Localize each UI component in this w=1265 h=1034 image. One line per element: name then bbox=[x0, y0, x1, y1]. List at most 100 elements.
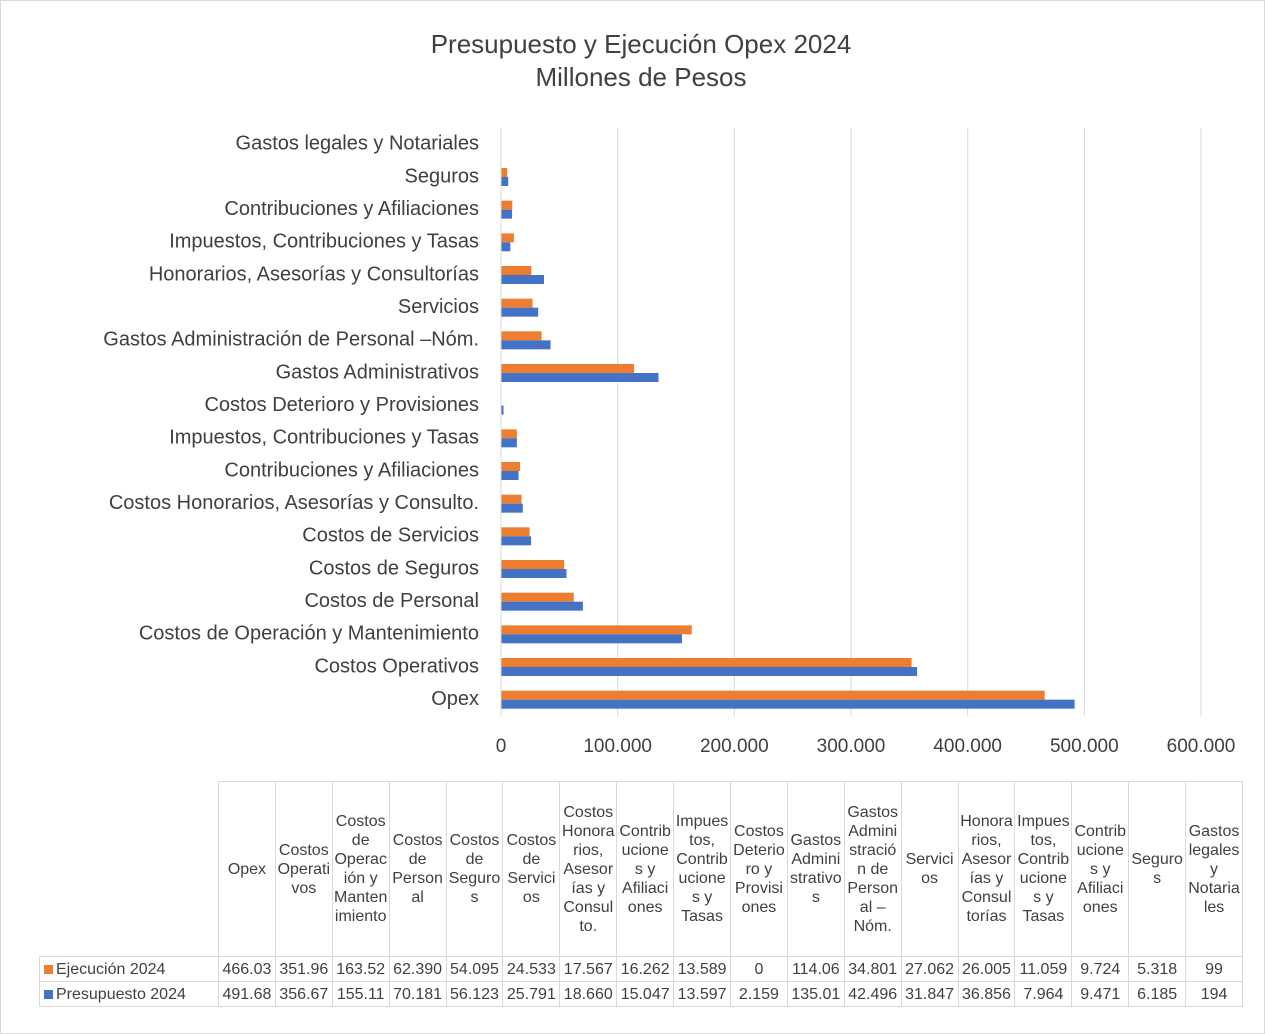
legend-key bbox=[44, 989, 53, 999]
table-value: 54.095 bbox=[445, 956, 504, 982]
bar bbox=[501, 658, 912, 667]
bar bbox=[501, 634, 682, 644]
chart-title: Presupuesto y Ejecución Opex 2024 bbox=[431, 29, 852, 59]
y-tick-label: Costos Deterioro y Provisiones bbox=[204, 394, 479, 416]
bar bbox=[501, 494, 522, 504]
table-header: Costos Operativos bbox=[274, 781, 333, 957]
table-value: 13.597 bbox=[673, 981, 731, 1007]
table-value: 11.059 bbox=[1014, 956, 1073, 982]
bar bbox=[501, 331, 542, 341]
table-header: Impuestos, Contribuciones y Tasas bbox=[1014, 781, 1073, 957]
bar bbox=[501, 699, 1075, 709]
y-tick-label: Costos de Servicios bbox=[302, 525, 479, 547]
table-value: 194 bbox=[1185, 981, 1243, 1007]
bar bbox=[501, 429, 517, 439]
y-tick-label: Servicios bbox=[398, 296, 479, 318]
y-tick-label: Honorarios, Asesorías y Consultorías bbox=[149, 263, 479, 285]
table-header: Honorarios, Asesorías y Consultorías bbox=[957, 781, 1016, 957]
table-header: Costos Deterioro y Provisiones bbox=[730, 781, 788, 957]
table-value: 27.062 bbox=[900, 956, 959, 982]
legend-label: Ejecución 2024 bbox=[56, 960, 166, 978]
bar bbox=[501, 405, 504, 415]
table-value: 26.005 bbox=[957, 956, 1016, 982]
table-header: Costos de Servicios bbox=[502, 781, 561, 957]
y-tick-label: Costos de Seguros bbox=[309, 557, 479, 579]
table-value: 16.262 bbox=[616, 956, 675, 982]
table-value: 56.123 bbox=[445, 981, 504, 1007]
bar bbox=[501, 200, 513, 210]
y-tick-label: Costos Operativos bbox=[314, 655, 479, 677]
y-tick-label: Seguros bbox=[405, 165, 480, 187]
y-tick-label: Contribuciones y Afiliaciones bbox=[224, 198, 479, 220]
y-tick-label: Costos de Operación y Mantenimiento bbox=[139, 623, 479, 645]
table-value: 351.96 bbox=[274, 956, 333, 982]
bar bbox=[501, 536, 532, 546]
bar bbox=[501, 168, 508, 177]
bar bbox=[501, 177, 509, 186]
bar bbox=[501, 242, 511, 252]
table-header: Contribuciones y Afiliaciones bbox=[1071, 781, 1130, 957]
table-value: 42.496 bbox=[843, 981, 902, 1007]
table-value: 163.52 bbox=[331, 956, 390, 982]
table-header: Seguros bbox=[1128, 781, 1187, 957]
table-header: Gastos Administración de Personal –Nóm. bbox=[843, 781, 902, 957]
table-value: 7.964 bbox=[1014, 981, 1073, 1007]
x-tick-label: 200.000 bbox=[700, 736, 769, 757]
legend-label: Presupuesto 2024 bbox=[56, 985, 186, 1003]
table-value: 62.390 bbox=[388, 956, 447, 982]
y-tick-label: Impuestos, Contribuciones y Tasas bbox=[169, 231, 479, 253]
bar bbox=[501, 373, 659, 382]
table-value: 17.567 bbox=[559, 956, 618, 982]
bar bbox=[501, 275, 544, 284]
y-tick-label: Gastos Administrativos bbox=[276, 361, 479, 383]
bar bbox=[501, 601, 583, 611]
table-header: Costos Honorarios, Asesorías y Consulto. bbox=[559, 781, 618, 957]
table-value: 114.06 bbox=[786, 956, 845, 982]
table-value: 24.533 bbox=[502, 956, 561, 982]
table-header: Costos de Personal bbox=[388, 781, 447, 957]
y-tick-label: Impuestos, Contribuciones y Tasas bbox=[169, 427, 479, 449]
table-value: 70.181 bbox=[388, 981, 447, 1007]
bar bbox=[501, 307, 539, 317]
table-header: Gastos Administrativos bbox=[786, 781, 845, 957]
table-value: 25.791 bbox=[502, 981, 561, 1007]
bar bbox=[501, 569, 567, 578]
legend-entry: Ejecución 2024 bbox=[39, 956, 219, 982]
table-value: 356.67 bbox=[274, 981, 333, 1007]
legend-entry: Presupuesto 2024 bbox=[39, 981, 219, 1007]
bar bbox=[501, 266, 532, 275]
bar bbox=[501, 527, 530, 537]
table-value: 6.185 bbox=[1128, 981, 1187, 1007]
table-value: 491.68 bbox=[218, 981, 276, 1007]
x-tick-label: 600.000 bbox=[1167, 736, 1236, 757]
table-value: 9.724 bbox=[1071, 956, 1130, 982]
table-header: Impuestos, Contribuciones y Tasas bbox=[673, 781, 731, 957]
y-tick-label: Costos Honorarios, Asesorías y Consulto. bbox=[109, 492, 479, 514]
x-tick-label: 400.000 bbox=[933, 736, 1002, 757]
bar bbox=[501, 592, 574, 602]
y-tick-label: Opex bbox=[431, 688, 479, 710]
table-value: 155.11 bbox=[331, 981, 390, 1007]
bar bbox=[501, 233, 514, 243]
bar bbox=[501, 471, 519, 480]
table-header: Costos de Operación y Mantenimiento bbox=[331, 781, 390, 957]
bar bbox=[501, 364, 635, 373]
table-header: Costos de Seguros bbox=[445, 781, 504, 957]
table-value: 36.856 bbox=[957, 981, 1016, 1007]
bar bbox=[501, 503, 523, 513]
y-tick-label: Gastos legales y Notariales bbox=[236, 133, 479, 155]
table-value: 9.471 bbox=[1071, 981, 1130, 1007]
x-tick-label: 0 bbox=[496, 736, 507, 757]
table-header: Gastos legales y Notariales bbox=[1185, 781, 1243, 957]
bar bbox=[501, 438, 517, 448]
y-tick-label: Gastos Administración de Personal –Nóm. bbox=[103, 329, 479, 351]
bar bbox=[501, 690, 1045, 700]
x-tick-label: 300.000 bbox=[817, 736, 886, 757]
table-value: 31.847 bbox=[900, 981, 959, 1007]
bar bbox=[501, 340, 551, 350]
bar bbox=[501, 625, 692, 635]
bar bbox=[501, 298, 533, 308]
bar bbox=[501, 560, 565, 569]
